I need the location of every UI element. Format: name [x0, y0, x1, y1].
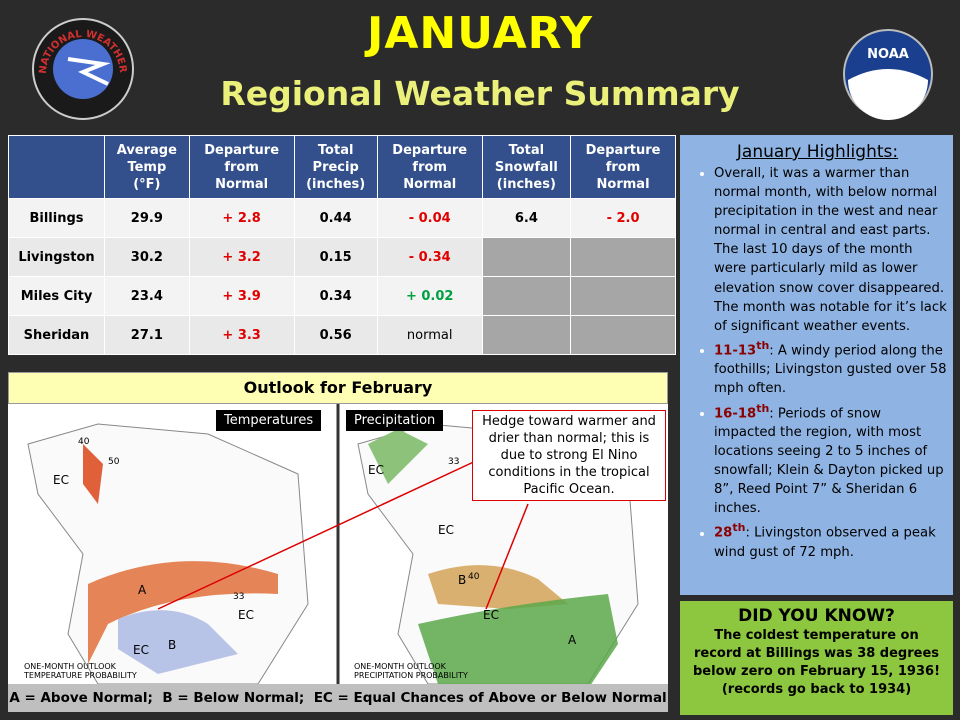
- map-label: 40: [78, 437, 90, 447]
- highlight-text: Overall, it was a warmer than normal mon…: [714, 166, 947, 334]
- map-label: A: [568, 633, 577, 647]
- station-name: Sheridan: [8, 315, 105, 355]
- station-name: Livingston: [8, 237, 105, 277]
- table-cell: - 0.34: [376, 237, 483, 277]
- highlight-date: 11-13: [714, 343, 757, 359]
- map-label: EC: [483, 608, 499, 622]
- table-cell: [570, 237, 676, 277]
- table-cell: [481, 315, 572, 355]
- table-cell: + 3.3: [188, 315, 295, 355]
- did-you-know-text: The coldest temperature on record at Bil…: [693, 628, 940, 697]
- highlight-date-suffix: th: [756, 401, 770, 415]
- map-label: EC: [438, 523, 454, 537]
- table-cell: + 3.9: [188, 276, 295, 316]
- map-label: EC: [368, 463, 384, 477]
- table-cell: [570, 315, 676, 355]
- table-row: Billings 29.9 + 2.8 0.44- 0.04 6.4- 2.0: [8, 198, 676, 238]
- outlook-legend: A = Above Normal; B = Below Normal; EC =…: [9, 690, 667, 706]
- station-name: Billings: [8, 198, 105, 238]
- table-cell: [570, 276, 676, 316]
- column-header: Departure from Normal: [376, 135, 483, 199]
- noaa-logo: NOAA: [843, 29, 933, 120]
- did-you-know-title: DID YOU KNOW?: [738, 606, 895, 626]
- temperatures-label: Temperatures: [216, 410, 322, 431]
- highlight-date: 28: [714, 525, 733, 541]
- table-row: Sheridan 27.1 + 3.3 0.56 normal: [8, 315, 676, 355]
- highlight-text: : Livingston observed a peak wind gust o…: [714, 525, 936, 560]
- map-label: B: [458, 573, 466, 587]
- table-cell: - 2.0: [570, 198, 676, 238]
- table-row: Miles City 23.4 + 3.9 0.34 + 0.02: [8, 276, 676, 316]
- station-name: Miles City: [8, 276, 105, 316]
- map-label: 33: [448, 457, 459, 467]
- table-cell: 0.44: [293, 198, 378, 238]
- table-cell: [481, 237, 572, 277]
- map-label: 33: [233, 592, 244, 602]
- header-cell: [8, 135, 105, 199]
- table-cell: + 3.2: [188, 237, 295, 277]
- table-cell: 30.2: [104, 237, 190, 277]
- highlight-item: 11-13th: A windy period along the foothi…: [714, 336, 947, 399]
- map-label: B: [168, 638, 176, 652]
- column-header: Average Temp (°F): [104, 135, 190, 199]
- table-cell: + 2.8: [188, 198, 295, 238]
- column-header: Total Snowfall (inches): [481, 135, 572, 199]
- column-header: Total Precip (inches): [293, 135, 378, 199]
- highlight-text: : A windy period along the foothills; Li…: [714, 343, 947, 397]
- subtitle: Regional Weather Summary: [220, 74, 740, 113]
- highlight-item: 16-18th: Periods of snow impacted the re…: [714, 399, 947, 519]
- precipitation-caption: ONE-MONTH OUTLOOK PRECIPITATION PROBABIL…: [354, 662, 468, 680]
- noaa-text: NOAA: [867, 47, 909, 62]
- highlights-list: Overall, it was a warmer than normal mon…: [688, 164, 947, 562]
- table-cell: normal: [376, 315, 483, 355]
- table-cell: 0.15: [293, 237, 378, 277]
- map-label: A: [138, 583, 147, 597]
- did-you-know-panel: DID YOU KNOW? The coldest temperature on…: [680, 601, 953, 715]
- table-cell: 0.56: [293, 315, 378, 355]
- table-cell: 27.1: [104, 315, 190, 355]
- temperature-map: A EC EC B EC 40 50 33: [27, 423, 309, 685]
- highlight-item: 28th: Livingston observed a peak wind gu…: [714, 518, 947, 562]
- callout: Hedge toward warmer and drier than norma…: [472, 410, 666, 501]
- table-row: Livingston 30.2 + 3.2 0.15- 0.34: [8, 237, 676, 277]
- table-cell: 0.34: [293, 276, 378, 316]
- outlook-panel: Outlook for February A EC EC B EC 40 50 33 B EC E…: [8, 372, 668, 712]
- table-cell: 6.4: [481, 198, 572, 238]
- highlights-title: January Highlights:: [688, 141, 947, 163]
- map-label: EC: [238, 608, 254, 622]
- highlight-item: Overall, it was a warmer than normal mon…: [714, 164, 947, 336]
- highlight-date-suffix: th: [756, 338, 770, 352]
- highlight-date-suffix: th: [732, 521, 746, 535]
- map-label: 40: [468, 572, 480, 582]
- nws-logo: NATIONAL WEATHER SERVICE: [28, 14, 134, 120]
- column-header: Departure from Normal: [188, 135, 295, 199]
- column-header: Departure from Normal: [570, 135, 676, 199]
- highlight-date: 16-18: [714, 405, 757, 421]
- highlights-title-text: January Highlights:: [736, 142, 899, 162]
- table-cell: 23.4: [104, 276, 190, 316]
- highlight-text: : Periods of snow impacted the region, w…: [714, 405, 944, 517]
- summary-table: Average Temp (°F) Departure from Normal To…: [8, 135, 676, 355]
- precipitation-label: Precipitation: [346, 410, 444, 431]
- table-cell: 29.9: [104, 198, 190, 238]
- map-label: EC: [133, 643, 149, 657]
- highlights-panel: January Highlights: Overall, it was a wa…: [680, 135, 953, 595]
- map-label: EC: [53, 473, 69, 487]
- title: JANUARY: [366, 8, 593, 59]
- table-cell: + 0.02: [376, 276, 483, 316]
- outlook-title: Outlook for February: [8, 372, 668, 404]
- table-cell: [481, 276, 572, 316]
- temperature-caption: ONE-MONTH OUTLOOK TEMPERATURE PROBABILIT…: [24, 662, 137, 680]
- table-cell: - 0.04: [376, 198, 483, 238]
- map-label: 50: [108, 457, 120, 467]
